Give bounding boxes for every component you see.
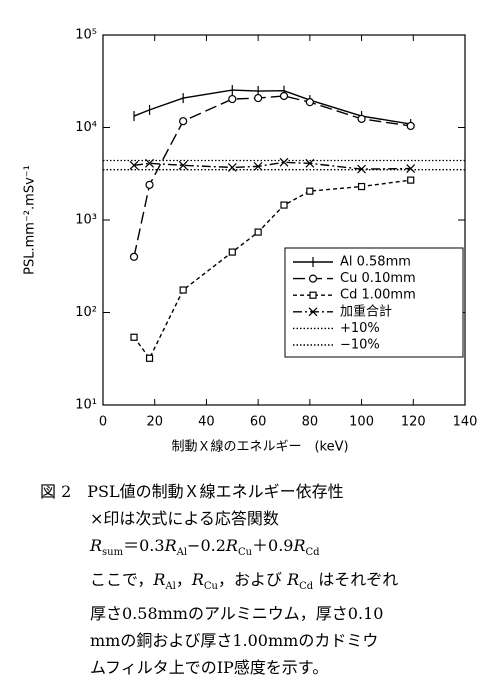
marker	[145, 354, 154, 362]
caption-text: ，	[175, 570, 192, 590]
y-tick-label: 10²	[75, 305, 97, 320]
series-line	[133, 95, 411, 257]
y-tick-label: 10³	[75, 213, 97, 228]
caption-line: 厚さ0.58mmのアルミニウム，厚さ0.10	[40, 600, 398, 627]
x-tick-label: 0	[99, 415, 107, 430]
marker	[228, 248, 236, 256]
caption-text: Cu	[237, 547, 253, 559]
series-line	[133, 161, 411, 170]
caption-text: Al	[176, 547, 188, 559]
marker	[305, 98, 314, 107]
marker	[280, 201, 288, 209]
x-tick-label: 140	[453, 415, 478, 430]
marker	[406, 164, 416, 173]
caption-line: ×印は次式による応答関数	[40, 505, 398, 532]
legend-label: Cd 1.00mm	[340, 288, 416, 303]
y-axis-label: PSL.mm⁻².mSv⁻¹	[23, 165, 38, 275]
caption-text: Cd	[305, 547, 320, 559]
caption-line: ムフィルタ上でのIP感度を示す。	[40, 654, 398, 681]
x-axis-label: 制動Ｘ線のエネルギー (keV)	[171, 439, 348, 455]
marker	[228, 94, 237, 104]
x-tick-label: 120	[401, 415, 426, 430]
marker	[129, 252, 139, 261]
caption-line: Rsum＝0.3RAl−0.2RCu＋0.9RCd	[40, 532, 398, 566]
marker	[306, 187, 314, 195]
caption-text: ×印は次式による応答関数	[90, 509, 279, 528]
legend-box	[284, 247, 464, 358]
marker	[279, 91, 289, 101]
caption-text: −0.2	[187, 536, 226, 555]
x-tick-label: 80	[302, 415, 319, 430]
marker	[178, 160, 188, 170]
marker	[130, 333, 138, 341]
marker	[179, 117, 188, 126]
caption-text: Cu	[203, 581, 218, 593]
series-line	[133, 89, 411, 125]
caption-text: ＋0.9	[252, 536, 294, 555]
caption-text: Cd	[299, 581, 314, 593]
x-tick-label: 60	[250, 415, 267, 430]
caption-text: Al	[165, 581, 176, 593]
x-tick-label: 20	[146, 415, 163, 430]
caption-text: ここで，	[90, 570, 154, 590]
marker	[406, 121, 415, 131]
caption-text: R	[90, 536, 103, 555]
caption-text: 厚さ0.58mmのアルミニウム，厚さ0.10	[90, 604, 384, 624]
marker	[357, 114, 366, 123]
caption-text: ＝0.3	[123, 536, 165, 555]
marker	[357, 182, 366, 191]
legend-marker	[309, 291, 317, 299]
caption-text: ，および	[218, 570, 288, 590]
caption-text: R	[225, 536, 238, 555]
marker	[129, 160, 139, 170]
caption-text: ムフィルタ上でのIP感度を示す。	[90, 658, 329, 678]
caption-text: R	[164, 536, 177, 555]
caption-text: はそれぞれ	[313, 570, 399, 590]
marker	[357, 164, 366, 174]
legend-label: Al 0.58mm	[340, 255, 411, 270]
legend-label: 加重合計	[340, 303, 392, 319]
marker	[407, 176, 415, 184]
caption-text: sum	[102, 547, 124, 559]
y-tick-label: 10⁴	[75, 120, 97, 135]
caption-line: mmの銅および厚さ1.00mmのカドミウ	[40, 627, 398, 654]
caption-line: ここで，RAl，RCu，および RCd はそれぞれ	[40, 566, 398, 600]
marker	[179, 286, 187, 294]
caption-text: R	[293, 536, 306, 555]
caption-line: 図 2 PSL値の制動Ｘ線エネルギー依存性	[40, 478, 398, 505]
marker	[279, 157, 289, 167]
caption-text: R	[191, 570, 204, 590]
legend-label: +10%	[340, 321, 380, 336]
marker	[145, 180, 154, 189]
y-tick-label: 10¹	[75, 398, 97, 413]
caption: 図 2 PSL値の制動Ｘ線エネルギー依存性 ×印は次式による応答関数 Rsum＝0.…	[40, 478, 398, 681]
caption-text: R	[153, 570, 166, 590]
chart: 制動Ｘ線のエネルギー (keV) PSL.mm⁻².mSv⁻¹ 0 20 40 60 8…	[23, 28, 478, 455]
caption-text: mmの銅および厚さ1.00mmのカドミウ	[90, 631, 379, 651]
y-tick-label: 10⁵	[75, 28, 97, 43]
marker	[254, 93, 263, 103]
x-tick-label: 40	[198, 415, 215, 430]
x-tick-label: 100	[349, 415, 374, 430]
marker	[254, 228, 262, 236]
caption-text: 図 2 PSL値の制動Ｘ線エネルギー依存性	[40, 482, 344, 501]
legend-marker	[308, 307, 318, 317]
legend-label: Cu 0.10mm	[340, 271, 416, 286]
legend-marker	[308, 274, 318, 283]
legend-label: −10%	[340, 338, 380, 353]
caption-text: R	[287, 570, 300, 590]
